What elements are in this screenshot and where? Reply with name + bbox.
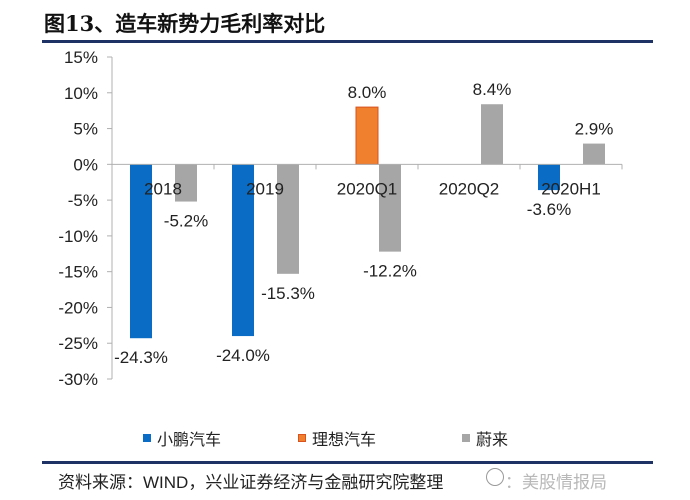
x-axis: 2018 2019 2020Q1 2020Q2 2020H1	[111, 163, 623, 198]
source-rule	[42, 461, 653, 464]
x-tick-label: 2019	[246, 179, 284, 198]
bar-nio	[481, 104, 503, 165]
x-tick-label: 2020Q2	[439, 179, 500, 198]
legend-swatch-nio	[462, 434, 470, 442]
y-tick-label: 0%	[73, 155, 98, 174]
legend-item-xpeng: 小鹏汽车	[143, 426, 221, 450]
data-label: -3.6%	[527, 200, 571, 219]
data-label: -24.3%	[114, 348, 168, 367]
watermark: ：美股情报局	[505, 473, 607, 493]
source-prefix: 资料来源：	[58, 473, 143, 493]
source-suffix: ，兴业证券经济与金融研究院整理	[188, 473, 444, 493]
y-tick-label: -30%	[58, 370, 98, 389]
source-note: 资料来源：WIND，兴业证券经济与金融研究院整理	[58, 468, 443, 493]
x-tick-label: 2018	[144, 179, 182, 198]
watermark-logo-icon	[486, 468, 504, 486]
bar-xpeng	[538, 164, 560, 191]
data-label: -24.0%	[216, 346, 270, 365]
y-tick-label: -10%	[58, 227, 98, 246]
bar-xpeng	[232, 164, 254, 337]
bar-li	[355, 106, 379, 165]
x-tick-label: 2020Q1	[337, 179, 398, 198]
y-tick-label: -5%	[68, 191, 98, 210]
y-axis: 15% 10% 5% 0% -5% -10% -15% -20% -25% -30%	[58, 48, 113, 389]
bar-nio	[379, 164, 401, 252]
data-label: 2.9%	[575, 120, 614, 139]
y-tick-label: -15%	[58, 263, 98, 282]
data-label: 8.4%	[473, 80, 512, 99]
legend: 小鹏汽车 理想汽车 蔚来	[0, 426, 690, 450]
bar-chart: 15%10%5%0%-5%-10%-15%-20%-25%-30% 2018 20…	[58, 48, 623, 389]
data-label: -5.2%	[164, 212, 208, 231]
data-labels: -24.3% -24.0% -3.6% 8.0% -5.2% -15.3% -12.2% 8.…	[114, 80, 613, 367]
bar-nio	[175, 164, 197, 202]
y-tick-label: 10%	[64, 84, 98, 103]
bar-xpeng	[130, 164, 152, 339]
bars	[130, 104, 605, 339]
y-tick-label: 15%	[64, 48, 98, 67]
bar-nio	[583, 143, 605, 165]
x-tick-label: 2020H1	[541, 179, 601, 198]
legend-item-li: 理想汽车	[298, 426, 376, 450]
legend-label-nio: 蔚来	[476, 430, 509, 449]
y-tick-label: -20%	[58, 298, 98, 317]
legend-swatch-xpeng	[143, 434, 151, 442]
source-name: WIND	[143, 473, 189, 492]
chart-title: 图13、造车新势力毛利率对比	[44, 11, 326, 36]
legend-swatch-li	[298, 434, 306, 442]
title-rule	[42, 40, 653, 43]
data-label: -15.3%	[261, 284, 315, 303]
y-tick-label: 5%	[73, 120, 98, 139]
bar-nio	[277, 164, 299, 274]
data-label: -12.2%	[363, 262, 417, 281]
legend-item-nio: 蔚来	[462, 426, 508, 450]
data-label: 8.0%	[348, 83, 387, 102]
legend-label-xpeng: 小鹏汽车	[157, 430, 222, 449]
y-tick-label: -25%	[58, 334, 98, 353]
legend-label-li: 理想汽车	[312, 430, 377, 449]
